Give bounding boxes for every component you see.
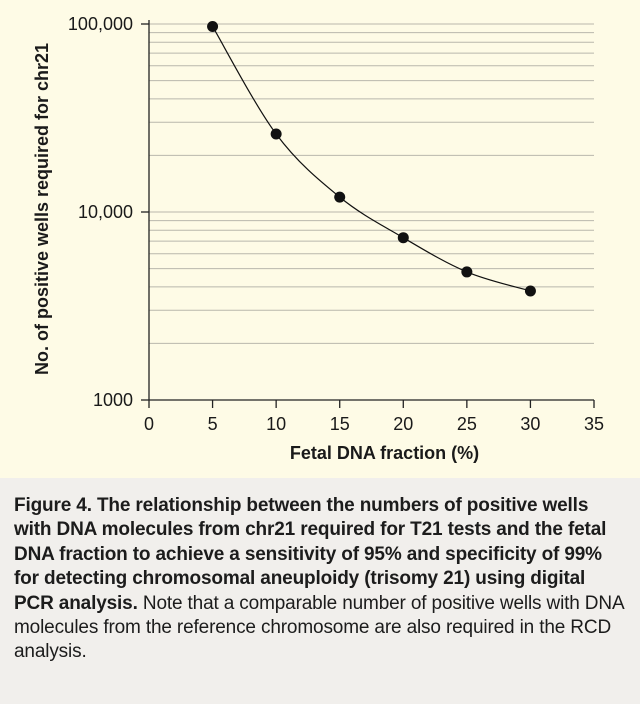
x-axis-title: Fetal DNA fraction (%) — [290, 443, 479, 463]
y-tick-label: 100,000 — [68, 14, 133, 34]
x-tick-label: 15 — [330, 414, 350, 434]
x-tick-label: 35 — [584, 414, 604, 434]
data-point — [524, 285, 536, 297]
data-point — [334, 191, 346, 203]
chart: 1000 10,000 100,000 0 5 10 15 20 25 30 35 Fetal DN… — [32, 14, 604, 463]
caption-normal-text: Note that a comparable number of positiv… — [14, 592, 624, 663]
x-tick-label: 5 — [208, 414, 218, 434]
data-point — [397, 232, 409, 244]
data-point — [461, 266, 473, 278]
data-point — [270, 128, 282, 140]
data-point — [207, 20, 219, 32]
y-tick-label: 10,000 — [78, 202, 133, 222]
caption-bold-text: Figure 4. The relationship between the n… — [14, 495, 607, 614]
x-tick-label: 25 — [457, 414, 477, 434]
axes — [148, 20, 594, 401]
x-tick-label: 30 — [520, 414, 540, 434]
y-axis-title: No. of positive wells required for chr21 — [32, 43, 52, 375]
figure-caption: Figure 4. The relationship between the n… — [14, 494, 628, 665]
caption-panel: Figure 4. The relationship between the n… — [0, 478, 640, 704]
y-tick-label: 1000 — [93, 390, 133, 410]
chart-panel: 1000 10,000 100,000 0 5 10 15 20 25 30 35 Fetal DN… — [0, 0, 640, 478]
series — [207, 20, 536, 297]
x-tick-label: 0 — [144, 414, 154, 434]
x-tick-label: 10 — [266, 414, 286, 434]
x-tick-label: 20 — [393, 414, 413, 434]
ticks: 1000 10,000 100,000 0 5 10 15 20 25 30 35 — [68, 14, 604, 434]
grid — [149, 23, 594, 401]
